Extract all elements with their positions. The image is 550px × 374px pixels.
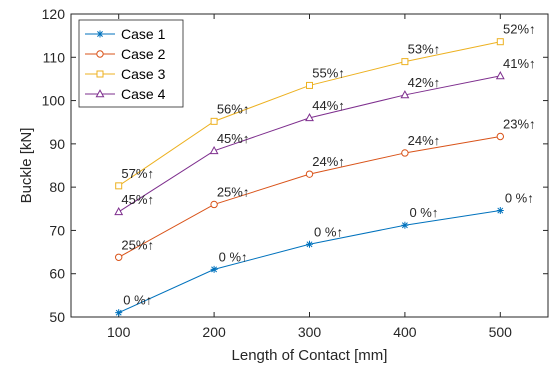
y-tick-label: 60 [49, 266, 65, 282]
annotation-case-2: 25%↑ [217, 184, 250, 199]
annotation-case-1: 0 %↑ [505, 191, 534, 206]
data-point-case-2 [115, 253, 123, 261]
annotation-case-2: 25%↑ [121, 237, 154, 252]
data-point-case-2 [210, 200, 218, 209]
annotation-case-3: 57%↑ [121, 166, 154, 181]
annotation-case-4: 45%↑ [217, 131, 250, 146]
data-point-case-3 [306, 81, 313, 89]
annotation-case-4: 45%↑ [121, 192, 154, 207]
x-tick-label: 500 [489, 324, 513, 340]
data-point-case-2 [401, 149, 409, 157]
y-tick-label: 110 [43, 49, 66, 65]
data-point-case-3 [115, 182, 123, 190]
y-tick-label: 90 [49, 136, 65, 152]
annotation-case-3: 56%↑ [217, 101, 250, 116]
plot-frame [70, 13, 549, 318]
data-point-case-3 [210, 117, 218, 125]
legend-label-case-4: Case 4 [121, 86, 166, 102]
annotation-layer: 0 %↑ 0 %↑ 0 %↑ 0 %↑ 0 %↑ 25%↑ 25%↑ 24%↑ 24%↑ 23%↑… [121, 22, 535, 308]
data-point-case-3 [401, 58, 409, 66]
x-tick-label: 200 [202, 324, 226, 340]
legend-marker-case-3 [96, 70, 104, 78]
annotation-case-4: 41%↑ [503, 56, 536, 71]
data-point-case-1 [210, 265, 218, 273]
data-point-case-4 [114, 206, 124, 216]
legend-label-case-2: Case 2 [121, 46, 166, 62]
y-tick-label: 70 [49, 222, 65, 238]
axis-ticks: 100 200 300 400 500 50 60 70 80 90 100 110 120 [42, 6, 548, 340]
legend-marker-case-4 [95, 89, 105, 98]
annotation-case-2: 24%↑ [408, 133, 441, 148]
y-tick-label: 80 [49, 179, 65, 195]
annotation-case-3: 52%↑ [503, 22, 536, 37]
annotation-case-1: 0 %↑ [123, 293, 152, 308]
y-axis-title: Buckle [kN] [18, 128, 35, 204]
data-point-case-2 [496, 132, 504, 141]
annotation-case-1: 0 %↑ [219, 249, 248, 264]
x-tick-label: 300 [298, 324, 322, 340]
annotation-case-2: 23%↑ [503, 116, 536, 131]
data-point-case-3 [496, 38, 504, 46]
data-point-case-2 [305, 170, 314, 178]
annotation-case-3: 55%↑ [312, 65, 345, 80]
annotation-case-1: 0 %↑ [314, 224, 343, 239]
legend-label-case-1: Case 1 [121, 26, 166, 42]
legend-marker-case-1 [96, 30, 104, 38]
data-point-case-4 [209, 145, 219, 155]
x-axis-title: Length of Contact [mm] [232, 347, 388, 364]
legend: Case 1 Case 2 Case 3 Case 4 [78, 19, 184, 108]
annotation-case-4: 44%↑ [312, 98, 345, 113]
data-point-case-1 [401, 221, 409, 229]
x-tick-label: 100 [107, 324, 131, 340]
annotation-case-4: 42%↑ [408, 75, 441, 90]
data-point-case-4 [400, 90, 410, 99]
x-tick-label: 400 [393, 324, 417, 340]
data-point-case-1 [115, 309, 123, 317]
data-point-case-1 [496, 207, 504, 215]
series-layer [114, 38, 505, 317]
annotation-case-1: 0 %↑ [409, 205, 438, 220]
data-point-case-1 [306, 240, 313, 248]
legend-label-case-3: Case 3 [121, 66, 166, 82]
legend-marker-case-2 [96, 50, 104, 58]
y-tick-label: 120 [42, 6, 66, 22]
data-point-case-4 [305, 113, 314, 122]
annotation-case-2: 24%↑ [312, 154, 345, 169]
data-point-case-4 [495, 71, 505, 80]
y-tick-label: 100 [42, 93, 66, 109]
y-tick-label: 50 [49, 309, 65, 325]
annotation-case-3: 53%↑ [408, 42, 441, 57]
